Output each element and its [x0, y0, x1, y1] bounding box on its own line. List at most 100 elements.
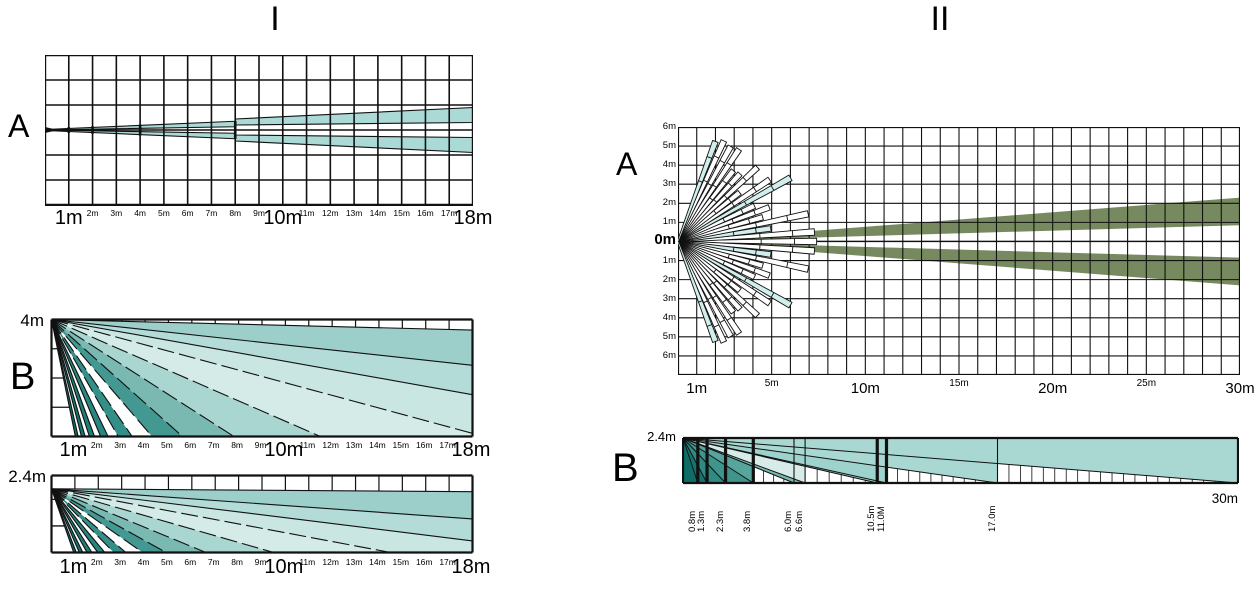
fig-ib4-x-axis: 1m 2m 3m 4m 5m 6m 7m 8m 9m 10m 11m 12m 13m 14m 15m 16m 1…: [50, 438, 500, 468]
axis-label-4m: 4m: [137, 440, 150, 450]
zone-distance-label-1.3m: 1.3m: [696, 510, 708, 532]
axis-label-3m: 3m: [110, 208, 123, 218]
zone-distance-label-6.6m: 6.6m: [794, 510, 806, 532]
fig-iib-mount-label: 2.4m: [647, 429, 676, 444]
axis-label-9m: 9m: [254, 440, 267, 450]
axis-label-5m: 5m: [764, 378, 779, 389]
axis-label-13m: 13m: [345, 440, 363, 450]
y-axis-label-12-6m: 6m: [662, 349, 676, 361]
zone-distance-label-3.8m: 3.8m: [742, 510, 754, 532]
axis-label-1m: 1m: [54, 207, 83, 229]
axis-label-8m: 8m: [229, 208, 242, 218]
axis-label-2m: 2m: [86, 208, 99, 218]
y-axis-label-5-1m: 1m: [662, 216, 676, 228]
axis-label-20m: 20m: [1038, 380, 1068, 397]
axis-label-15m: 15m: [393, 208, 410, 218]
axis-label-15m: 15m: [949, 378, 969, 389]
axis-label-18m: 18m: [451, 439, 491, 461]
y-axis-label-8-2m: 2m: [662, 273, 676, 285]
axis-label-17m: 17m: [439, 440, 456, 450]
y-axis-label-11-5m: 5m: [662, 330, 676, 342]
y-axis-label-3-3m: 3m: [662, 178, 676, 190]
zone-distance-label-17.0m: 17.0m: [986, 505, 998, 532]
axis-label-25m: 25m: [1136, 378, 1157, 389]
fig-iib-end-label: 30m: [1211, 491, 1238, 506]
axis-label-1m: 1m: [59, 556, 88, 578]
axis-label-13m: 13m: [345, 208, 363, 218]
axis-label-2m: 2m: [90, 557, 103, 567]
axis-label-15m: 15m: [392, 557, 410, 567]
section-i-title: I: [270, 0, 280, 38]
axis-label-6m: 6m: [184, 557, 197, 567]
fig-ia-canvas: [45, 55, 473, 206]
section-ii-title: II: [930, 0, 950, 38]
fig-iia-x-axis: 1m 5m 10m 15m 20m 25m 30m: [678, 377, 1258, 407]
axis-label-5m: 5m: [161, 557, 173, 567]
fig-ia-x-axis: 1m 2m 3m 4m 5m 6m 7m 8m 9m 10m 11m 12m 13m 14m 15m 16m 1…: [45, 206, 495, 236]
axis-label-10m: 10m: [264, 556, 304, 578]
axis-label-11m: 11m: [299, 557, 316, 567]
axis-label-16m: 16m: [415, 440, 433, 450]
axis-label-18m: 18m: [453, 207, 493, 229]
y-axis-label-0-6m: 6m: [662, 121, 676, 132]
fig-iia-y-axis: 6m 5m 4m 3m 2m 1m 0m 1m 2m 3m 4m 5m 6m: [630, 121, 676, 379]
axis-label-4m: 4m: [134, 208, 147, 218]
fig-iia-canvas: [678, 127, 1240, 375]
axis-label-12m: 12m: [322, 557, 339, 567]
axis-label-17m: 17m: [440, 208, 458, 218]
axis-label-10m: 10m: [263, 207, 303, 229]
fig-ib-side-label: B: [10, 356, 36, 398]
axis-label-1m: 1m: [686, 380, 708, 397]
axis-label-16m: 16m: [417, 208, 434, 218]
y-axis-label-9-3m: 3m: [662, 292, 676, 304]
axis-label-14m: 14m: [369, 557, 386, 567]
axis-label-4m: 4m: [137, 557, 150, 567]
fig-iia-side-label: A: [616, 146, 638, 182]
axis-label-5m: 5m: [161, 440, 173, 450]
axis-label-14m: 14m: [369, 208, 387, 218]
axis-label-12m: 12m: [322, 208, 339, 218]
zone-distance-label-2.3m: 2.3m: [714, 510, 726, 532]
fig-ib24-mount-label: 2.4m: [8, 467, 46, 486]
fig-ib4-mount-label: 4m: [20, 311, 44, 330]
fig-ia-side-label: A: [8, 108, 30, 144]
y-axis-label-4-2m: 2m: [662, 197, 676, 209]
fig-ib4-canvas: [50, 318, 474, 438]
zone-distance-label-6.0m: 6.0m: [783, 510, 794, 532]
axis-label-2m: 2m: [90, 440, 103, 450]
fig-ib24-x-axis: 1m 2m 3m 4m 5m 6m 7m 8m 9m 10m 11m 12m 13m 14m 15m 16m 1…: [50, 555, 500, 585]
y-axis-label-6-0m: 0m: [654, 231, 676, 249]
fig-iib-side-label: B: [612, 446, 639, 490]
axis-label-11m: 11m: [298, 208, 315, 218]
axis-label-7m: 7m: [207, 557, 220, 567]
axis-label-8m: 8m: [231, 557, 244, 567]
axis-label-12m: 12m: [322, 440, 339, 450]
fig-ib24-canvas: [50, 474, 474, 554]
y-axis-label-1-5m: 5m: [662, 140, 676, 152]
axis-label-3m: 3m: [114, 557, 127, 567]
axis-label-18m: 18m: [451, 556, 491, 578]
axis-label-10m: 10m: [264, 439, 304, 461]
axis-label-7m: 7m: [207, 440, 220, 450]
axis-label-6m: 6m: [184, 440, 197, 450]
axis-label-7m: 7m: [205, 208, 218, 218]
axis-label-10m: 10m: [850, 380, 880, 397]
axis-label-14m: 14m: [369, 440, 386, 450]
axis-label-30m: 30m: [1225, 380, 1255, 397]
fig-iib-canvas: [682, 436, 1239, 485]
axis-label-9m: 9m: [253, 208, 265, 218]
axis-label-8m: 8m: [231, 440, 244, 450]
y-axis-label-7-1m: 1m: [662, 254, 676, 266]
axis-label-9m: 9m: [254, 557, 267, 567]
y-axis-label-2-4m: 4m: [662, 159, 676, 171]
axis-label-5m: 5m: [157, 208, 170, 218]
axis-label-13m: 13m: [345, 557, 363, 567]
axis-label-17m: 17m: [439, 557, 456, 567]
axis-label-3m: 3m: [114, 440, 127, 450]
y-axis-label-10-4m: 4m: [662, 311, 676, 323]
axis-label-11m: 11m: [299, 440, 316, 450]
axis-label-15m: 15m: [392, 440, 410, 450]
axis-label-1m: 1m: [59, 439, 88, 461]
axis-label-16m: 16m: [415, 557, 433, 567]
